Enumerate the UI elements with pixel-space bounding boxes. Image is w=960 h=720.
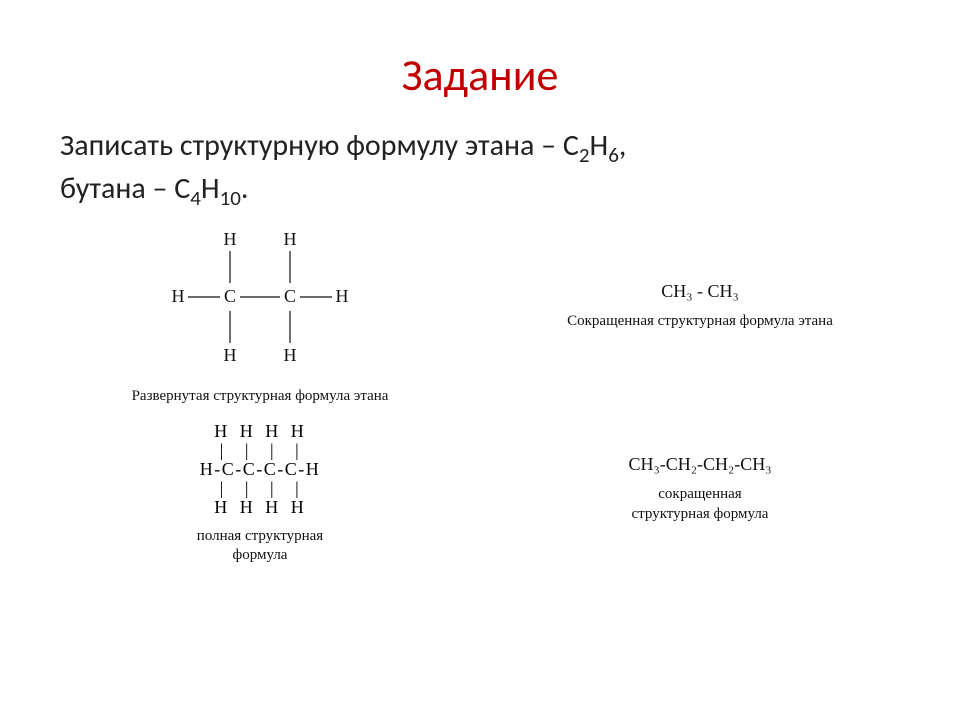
- butane-row-mid: H-C-C-C-C-H: [200, 460, 321, 479]
- task-part1: Записать структурную формулу этана – С: [60, 127, 579, 164]
- butane-structural-diagram: H H H H | | | | H-C-C-C-C-H | | | | H H …: [200, 422, 321, 516]
- task-H1: Н: [590, 127, 609, 164]
- caption-butane-full: полная структурная формула: [197, 527, 323, 566]
- task-H2: Н: [201, 170, 220, 207]
- butane-short-formula: CH₃-CH₂-CH₂-CH₃: [628, 454, 771, 475]
- sub-10: 10: [220, 185, 241, 211]
- atom-H: H: [224, 345, 237, 365]
- butane-full-cell: H H H H | | | | H-C-C-C-C-H | | | | H H …: [60, 416, 460, 565]
- atom-H: H: [224, 229, 237, 249]
- slide-title: Задание: [60, 48, 900, 102]
- cap-butane-full-l1: полная структурная: [197, 528, 323, 544]
- butane-row-H-bottom: H H H H: [200, 498, 321, 517]
- butane-ticks-top: | | | |: [200, 441, 321, 460]
- slide: Задание Записать структурную формулу эта…: [0, 0, 960, 720]
- task-part2: бутана – С: [60, 170, 190, 207]
- caption-ethane-full: Развернутая структурная формула этана: [132, 387, 389, 407]
- cap-butane-full-l2: формула: [233, 547, 288, 563]
- atom-H: H: [284, 345, 297, 365]
- cap-butane-short-l1: сокращенная: [658, 486, 741, 502]
- butane-ticks-bottom: | | | |: [200, 479, 321, 498]
- cap-butane-short-l2: структурная формула: [632, 506, 769, 522]
- ethane-full-cell: H H H C C H H H Развернутая структурная …: [60, 227, 460, 407]
- sub-2: 2: [579, 142, 590, 168]
- atom-H: H: [172, 286, 185, 306]
- diagram-grid: H H H C C H H H Развернутая структурная …: [60, 227, 900, 566]
- sub-6: 6: [608, 142, 619, 168]
- sub-4: 4: [190, 185, 201, 211]
- ethane-short-cell: CH₃ - CH₃ Сокращенная структурная формул…: [500, 227, 900, 407]
- task-text: Записать структурную формулу этана – С2Н…: [60, 126, 900, 213]
- task-comma: ,: [619, 127, 627, 164]
- butane-row-H-top: H H H H: [200, 422, 321, 441]
- atom-C: C: [284, 286, 296, 306]
- ethane-structural-diagram: H H H C C H H H: [150, 227, 370, 377]
- atom-C: C: [224, 286, 236, 306]
- caption-butane-short: сокращенная структурная формула: [632, 485, 769, 524]
- task-period: .: [241, 170, 249, 207]
- ethane-short-formula: CH₃ - CH₃: [661, 281, 739, 302]
- caption-ethane-short: Сокращенная структурная формула этана: [567, 312, 833, 332]
- atom-H: H: [336, 286, 349, 306]
- atom-H: H: [284, 229, 297, 249]
- butane-short-cell: CH₃-CH₂-CH₂-CH₃ сокращенная структурная …: [500, 416, 900, 565]
